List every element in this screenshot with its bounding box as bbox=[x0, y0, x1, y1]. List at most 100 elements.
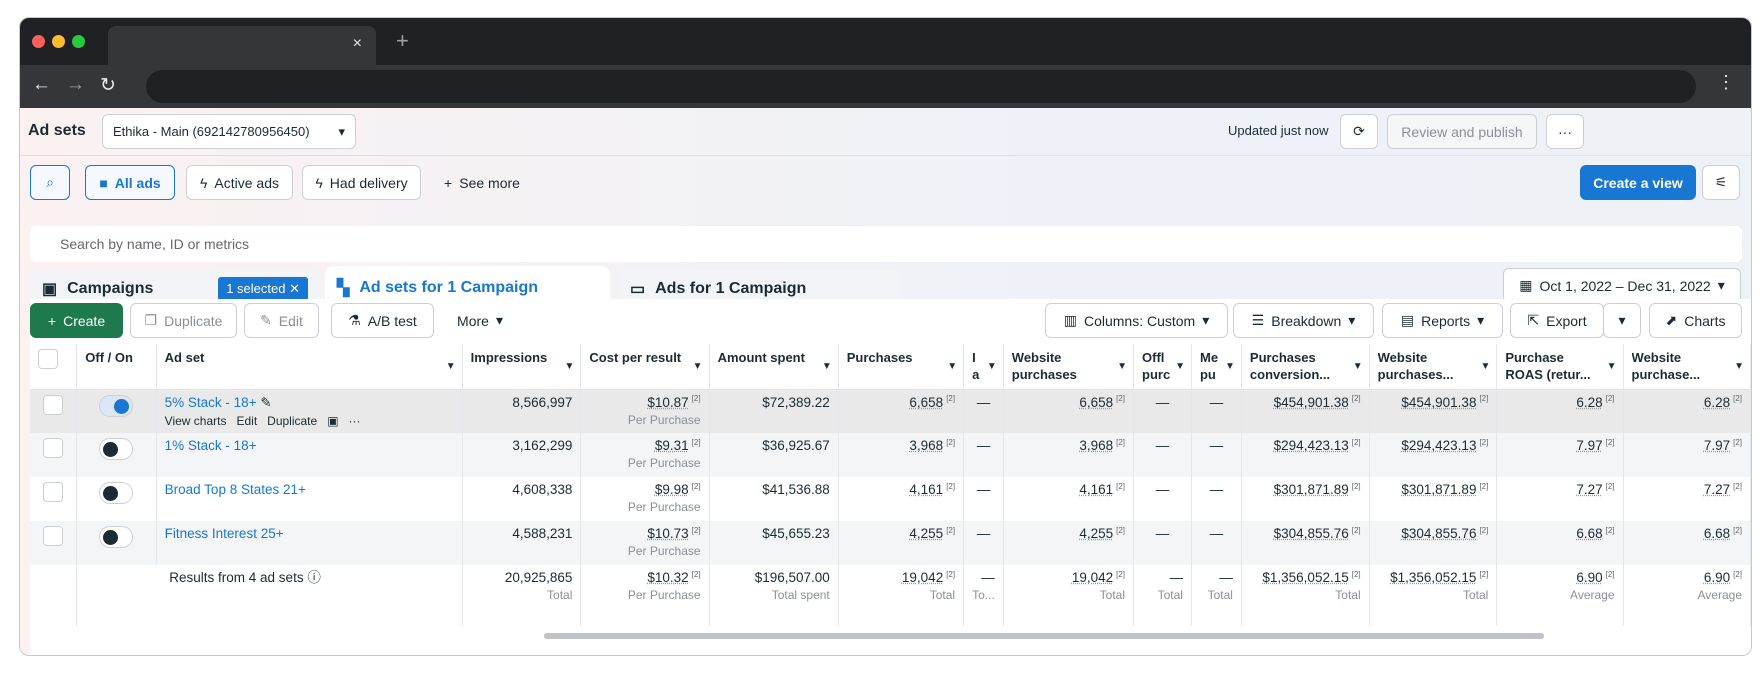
column-header[interactable]: Purchases ▼ bbox=[838, 344, 965, 390]
charts-button[interactable]: ⬈ Charts bbox=[1649, 303, 1742, 338]
row-checkbox[interactable] bbox=[43, 394, 64, 415]
table-row[interactable]: 1% Stack - 18+ 3,162,299 $9.31 [2] Per Purch… bbox=[30, 433, 1751, 477]
new-tab-icon[interactable]: + bbox=[396, 28, 409, 53]
select-all-checkbox[interactable] bbox=[38, 349, 58, 369]
column-header[interactable]: Website purchases ▼ bbox=[1003, 344, 1135, 390]
columns-button[interactable]: ▥ Columns: Custom ▾ bbox=[1045, 303, 1228, 338]
sort-caret-icon[interactable]: ▼ bbox=[947, 361, 958, 372]
search-button[interactable]: ⌕ bbox=[30, 165, 70, 200]
row-checkbox[interactable] bbox=[43, 526, 64, 546]
row-checkbox-cell[interactable] bbox=[30, 389, 78, 433]
sort-caret-icon[interactable]: ▼ bbox=[821, 361, 832, 372]
sort-caret-icon[interactable]: ▼ bbox=[445, 361, 456, 372]
ab-test-button[interactable]: ⚗ A/B test bbox=[331, 303, 434, 338]
selected-badge[interactable]: 1 selected ✕ bbox=[218, 277, 308, 301]
sort-caret-icon[interactable]: ▼ bbox=[1734, 361, 1744, 372]
info-icon[interactable]: ⓘ bbox=[303, 570, 321, 585]
address-bar[interactable] bbox=[146, 70, 1696, 103]
webval-value: $294,423.13 bbox=[1401, 438, 1477, 453]
breakdown-button[interactable]: ☰ Breakdown ▾ bbox=[1233, 303, 1374, 338]
column-header[interactable]: Offl purc ▼ bbox=[1133, 344, 1192, 390]
row-checkbox-cell[interactable] bbox=[30, 433, 78, 477]
search-input[interactable]: Search by name, ID or metrics bbox=[30, 226, 1742, 262]
clear-selection-icon[interactable]: ✕ bbox=[289, 281, 300, 296]
sort-caret-icon[interactable]: ▼ bbox=[1480, 361, 1491, 372]
column-header[interactable]: Website purchases... ▼ bbox=[1369, 344, 1498, 390]
row-checkbox-cell[interactable] bbox=[30, 477, 78, 521]
column-header[interactable]: Cost per result ▼ bbox=[580, 344, 710, 390]
reload-icon[interactable]: ↻ bbox=[100, 75, 116, 96]
row-checkbox[interactable] bbox=[43, 438, 64, 458]
sort-caret-icon[interactable]: ▼ bbox=[986, 361, 997, 372]
reports-icon: ▤ bbox=[1400, 312, 1415, 328]
more-button[interactable]: More ▾ bbox=[440, 303, 520, 338]
pencil-icon[interactable]: ✎ bbox=[256, 394, 272, 410]
column-header[interactable]: Purchase ROAS (retur... ▼ bbox=[1496, 344, 1624, 390]
attribution-note: [2] bbox=[1605, 394, 1615, 403]
duplicate-link[interactable]: Duplicate bbox=[267, 413, 318, 428]
filter-had-delivery[interactable]: ϟ Had delivery bbox=[302, 165, 421, 200]
browser-tab[interactable]: × bbox=[108, 26, 376, 65]
table-row[interactable]: Broad Top 8 States 21+ 4,608,338 $9.98 [2] P… bbox=[30, 477, 1751, 521]
more-options-button[interactable]: ··· bbox=[1546, 114, 1584, 149]
ad-set-link[interactable]: 1% Stack - 18+ bbox=[164, 438, 257, 453]
column-header[interactable]: Me pu ▼ bbox=[1191, 344, 1242, 390]
page-title: Ad sets bbox=[28, 122, 86, 139]
sort-caret-icon[interactable]: ▼ bbox=[564, 361, 575, 372]
account-select[interactable]: Ethika - Main (692142780956450) ▾ bbox=[102, 114, 356, 149]
column-header[interactable]: Impressions ▼ bbox=[462, 344, 582, 390]
ad-set-link[interactable]: Broad Top 8 States 21+ bbox=[164, 482, 306, 497]
column-title: Website purchase... bbox=[1631, 350, 1701, 382]
close-tab-icon[interactable]: × bbox=[352, 35, 362, 52]
filter-all-ads[interactable]: ■ All ads bbox=[85, 165, 175, 200]
see-more-button[interactable]: + See more bbox=[432, 165, 532, 200]
row-checkbox[interactable] bbox=[43, 482, 64, 502]
column-header[interactable]: Ad set ▼ bbox=[156, 344, 463, 390]
row-checkbox-cell[interactable] bbox=[30, 521, 78, 565]
duplicate-button[interactable]: ❐ Duplicate bbox=[130, 303, 237, 338]
create-view-button[interactable]: Create a view bbox=[1580, 165, 1696, 200]
reports-button[interactable]: ▤ Reports ▾ bbox=[1382, 303, 1503, 338]
column-header[interactable]: I a ▼ bbox=[963, 344, 1004, 390]
ad-set-link[interactable]: Fitness Interest 25+ bbox=[164, 526, 284, 541]
minimize-window-dot[interactable] bbox=[52, 35, 65, 48]
back-icon[interactable]: ← bbox=[32, 74, 51, 95]
export-dropdown-button[interactable]: ▾ bbox=[1603, 303, 1641, 338]
on-off-toggle[interactable] bbox=[99, 438, 134, 460]
ad-set-link[interactable]: 5% Stack - 18+ bbox=[164, 394, 257, 410]
offl-cell: — bbox=[1133, 433, 1192, 477]
sort-caret-icon[interactable]: ▼ bbox=[1225, 361, 1235, 372]
cost-subtitle: Per Purchase bbox=[627, 412, 701, 427]
preview-icon[interactable]: ▣ bbox=[327, 413, 339, 428]
on-off-toggle[interactable] bbox=[99, 394, 134, 417]
refresh-button[interactable]: ⟳ bbox=[1340, 114, 1378, 149]
sort-caret-icon[interactable]: ▼ bbox=[1352, 361, 1363, 372]
horizontal-scrollbar[interactable] bbox=[544, 633, 1544, 639]
close-window-dot[interactable] bbox=[32, 35, 45, 48]
edit-button[interactable]: ✎ Edit bbox=[244, 303, 319, 338]
column-header[interactable]: Purchases conversion... ▼ bbox=[1241, 344, 1370, 390]
sort-caret-icon[interactable]: ▼ bbox=[1606, 361, 1617, 372]
date-range-picker[interactable]: ▦ Oct 1, 2022 – Dec 31, 2022 ▾ bbox=[1503, 268, 1741, 303]
browser-menu-icon[interactable]: ⋮ bbox=[1717, 72, 1735, 92]
filter-active-ads[interactable]: ϟ Active ads bbox=[186, 165, 293, 200]
export-button[interactable]: ⇱ Export bbox=[1510, 303, 1604, 338]
sort-caret-icon[interactable]: ▼ bbox=[1117, 361, 1128, 372]
edit-link[interactable]: Edit bbox=[236, 413, 258, 428]
view-charts-link[interactable]: View charts bbox=[164, 413, 227, 428]
forward-icon[interactable]: → bbox=[66, 74, 85, 95]
table-row[interactable]: 5% Stack - 18+ ✎ View charts Edit Duplicate… bbox=[30, 389, 1751, 433]
table-row[interactable]: Fitness Interest 25+ 4,588,231 $10.73 [2] Pe… bbox=[30, 521, 1751, 565]
column-header[interactable]: Amount spent ▼ bbox=[709, 344, 839, 390]
maximize-window-dot[interactable] bbox=[72, 35, 85, 48]
review-publish-button[interactable]: Review and publish bbox=[1387, 114, 1537, 149]
roas-value: 7.97 bbox=[1576, 438, 1603, 453]
row-more-button[interactable]: ··· bbox=[348, 413, 361, 428]
sort-caret-icon[interactable]: ▼ bbox=[692, 361, 703, 372]
on-off-toggle[interactable] bbox=[99, 482, 134, 504]
sort-caret-icon[interactable]: ▼ bbox=[1175, 361, 1185, 372]
create-button[interactable]: + Create bbox=[30, 303, 123, 338]
column-header[interactable]: Website purchase... ▼ bbox=[1623, 344, 1751, 390]
settings-sliders-button[interactable]: ⚟ bbox=[1702, 165, 1740, 200]
on-off-toggle[interactable] bbox=[99, 526, 134, 548]
